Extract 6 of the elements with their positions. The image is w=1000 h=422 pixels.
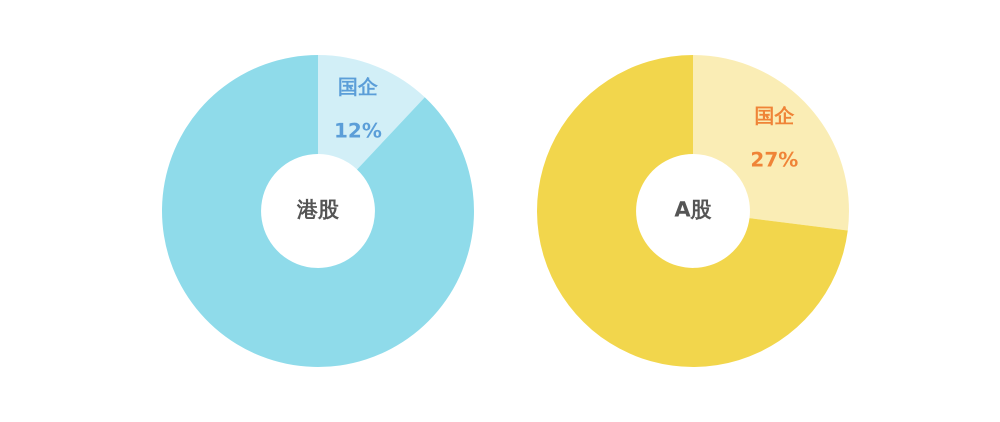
data-label: 12% — [334, 118, 382, 142]
data-label: 27% — [750, 147, 798, 172]
text: 港股 — [296, 197, 340, 222]
slice-label: 国企 — [338, 74, 379, 98]
text: A股 — [674, 197, 713, 222]
slice-label: 国企 — [754, 103, 796, 128]
